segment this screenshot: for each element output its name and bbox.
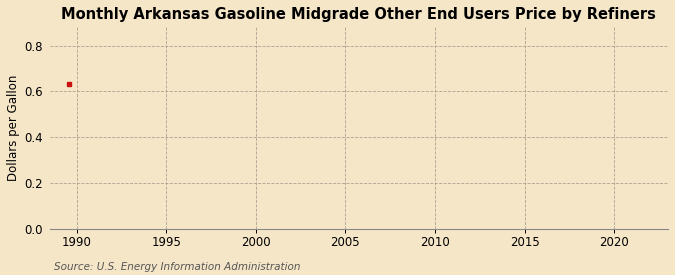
Text: Source: U.S. Energy Information Administration: Source: U.S. Energy Information Administ… (54, 262, 300, 272)
Title: Monthly Arkansas Gasoline Midgrade Other End Users Price by Refiners: Monthly Arkansas Gasoline Midgrade Other… (61, 7, 656, 22)
Y-axis label: Dollars per Gallon: Dollars per Gallon (7, 75, 20, 181)
